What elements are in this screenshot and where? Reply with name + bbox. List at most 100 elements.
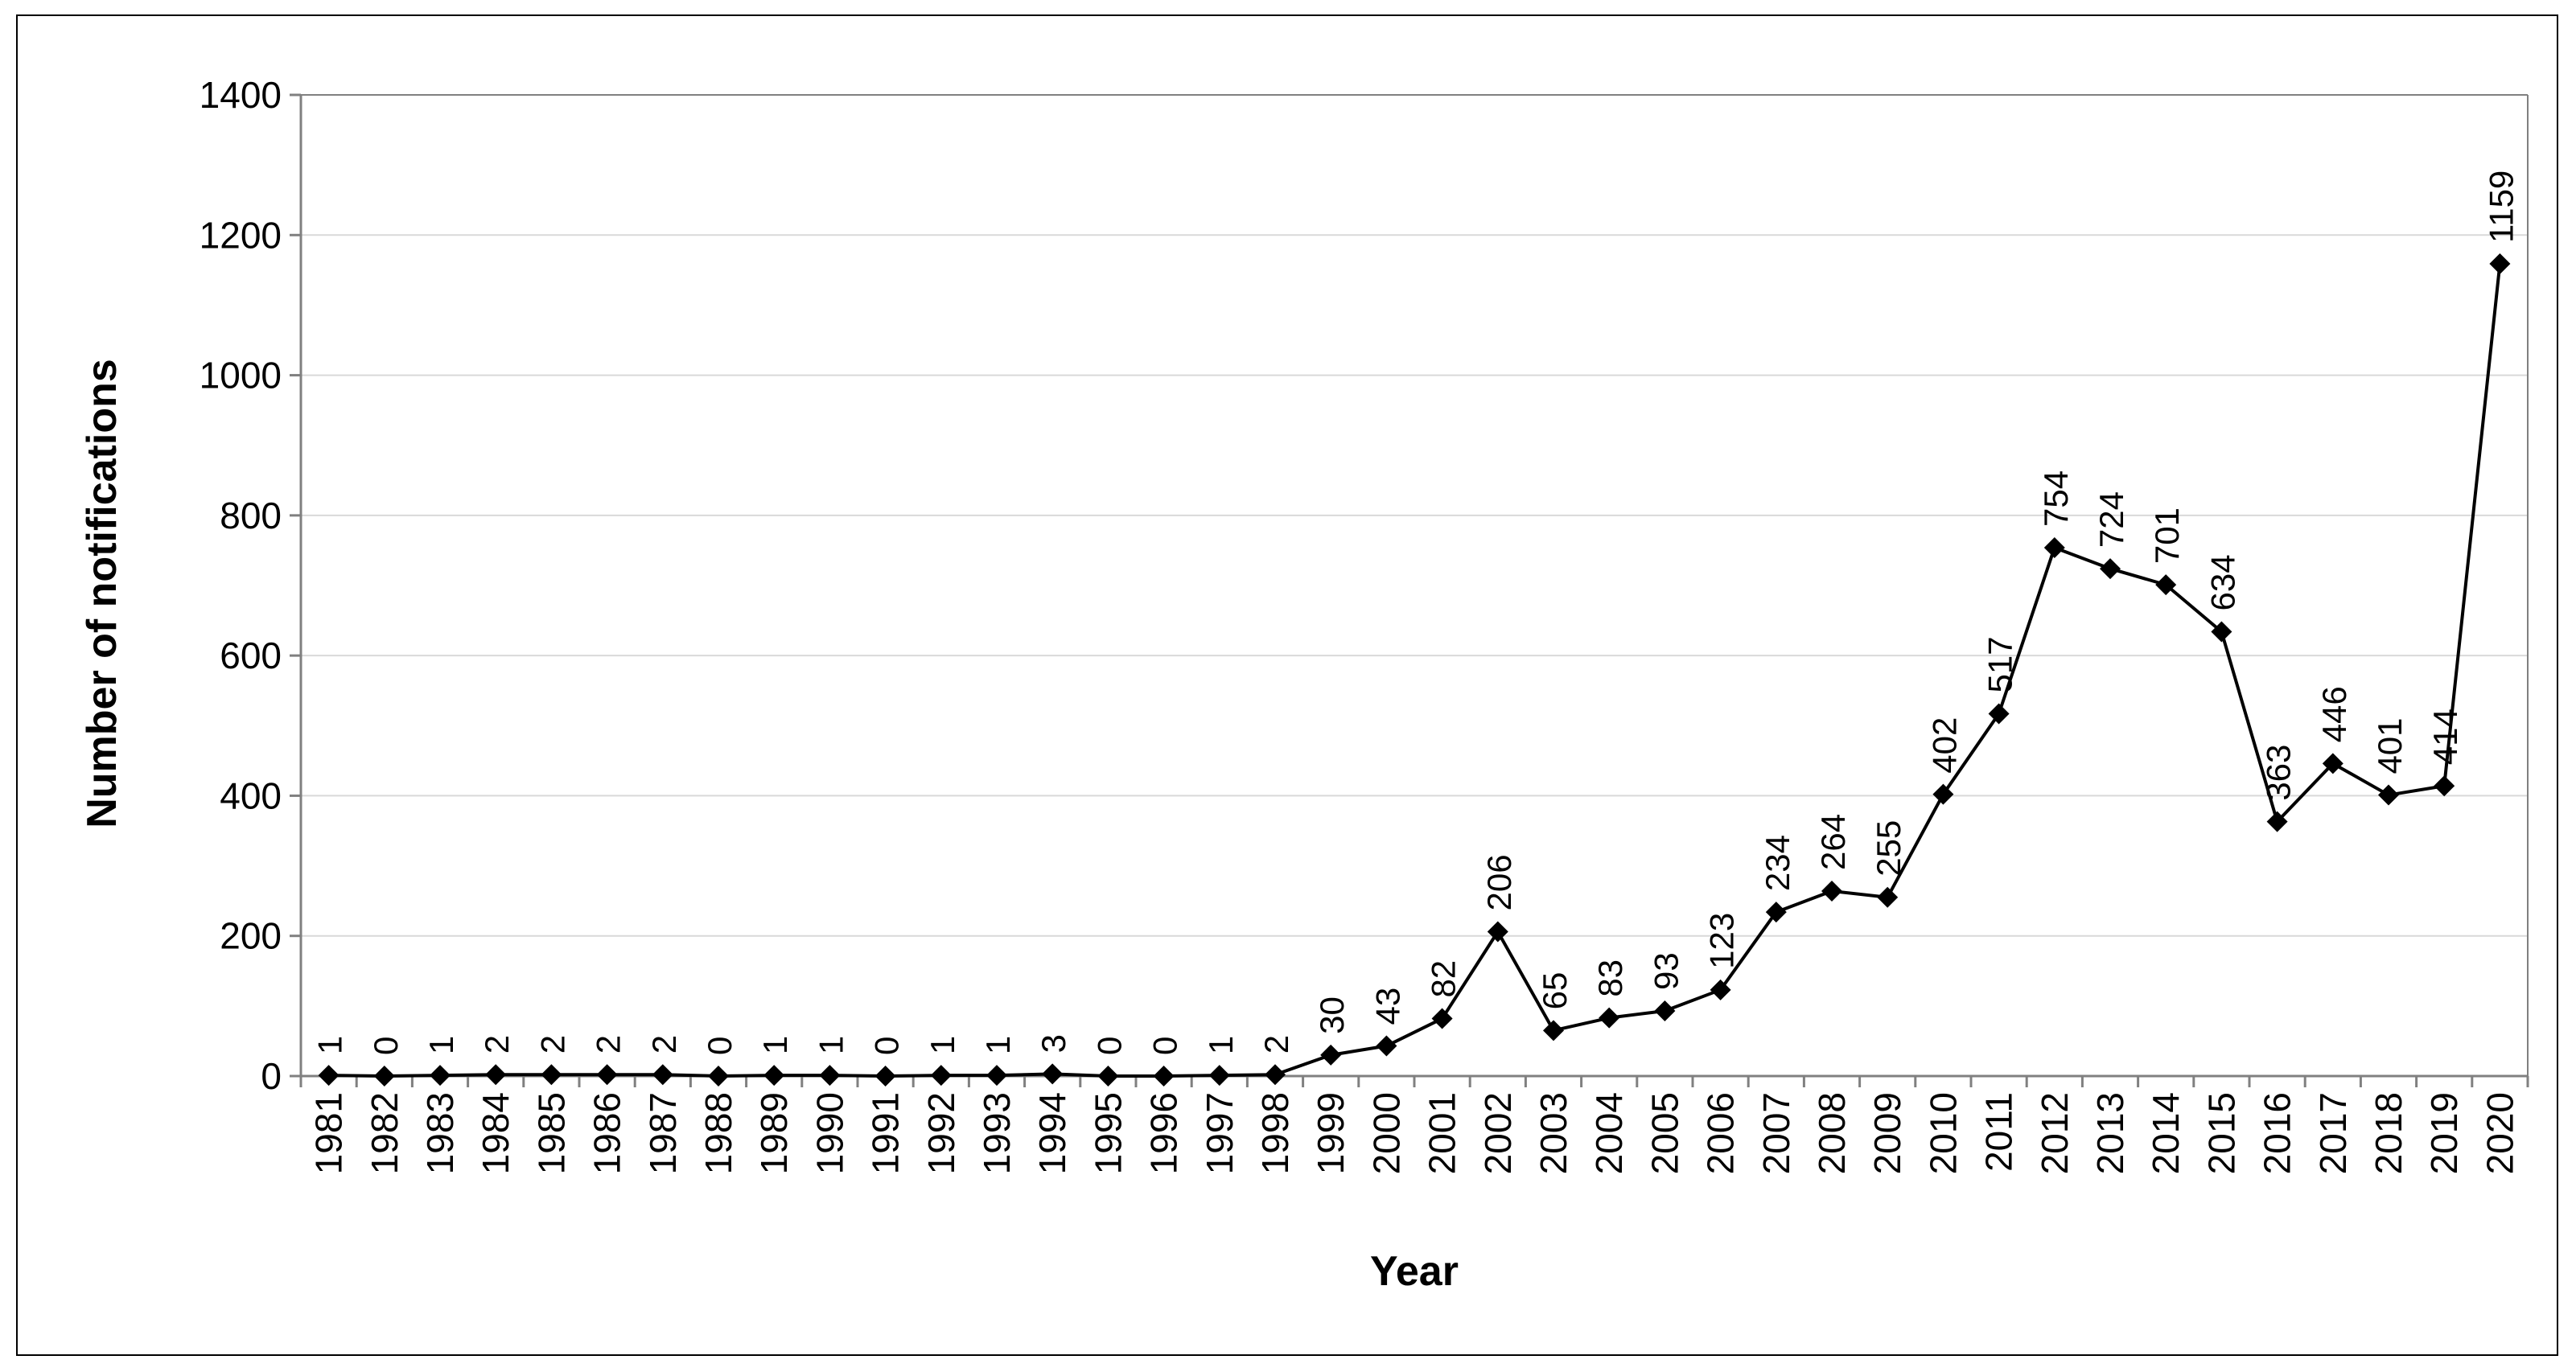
data-label: 0 bbox=[868, 1037, 906, 1055]
x-tick-label: 2014 bbox=[2145, 1092, 2187, 1174]
data-point bbox=[1821, 880, 1842, 902]
data-point bbox=[485, 1064, 507, 1086]
data-label: 2 bbox=[533, 1035, 571, 1054]
x-tick-label: 1990 bbox=[809, 1092, 850, 1174]
data-markers bbox=[318, 253, 2511, 1087]
data-label: 2 bbox=[590, 1035, 628, 1054]
data-label: 0 bbox=[1146, 1037, 1184, 1055]
data-point bbox=[2043, 536, 2065, 558]
x-tick-label: 1995 bbox=[1087, 1092, 1129, 1174]
data-point bbox=[2489, 253, 2511, 275]
data-point bbox=[2155, 574, 2177, 596]
data-label: 1 bbox=[756, 1036, 794, 1054]
data-label: 3 bbox=[1035, 1034, 1072, 1053]
data-label: 0 bbox=[1090, 1037, 1128, 1055]
data-point bbox=[763, 1065, 785, 1087]
data-point bbox=[1320, 1044, 1342, 1066]
x-tick-label: 1994 bbox=[1031, 1092, 1073, 1174]
x-tick-label: 2011 bbox=[1978, 1092, 2020, 1172]
x-tick-label: 1996 bbox=[1143, 1092, 1185, 1174]
series-line bbox=[328, 263, 2502, 1078]
data-point bbox=[1153, 1066, 1175, 1087]
data-label: 2 bbox=[478, 1035, 516, 1054]
x-tick-label: 2007 bbox=[1755, 1092, 1797, 1174]
data-point bbox=[541, 1064, 562, 1086]
data-point bbox=[874, 1066, 896, 1087]
data-label: 414 bbox=[2426, 709, 2464, 765]
data-label: 2 bbox=[1257, 1035, 1295, 1054]
x-tick-label: 2013 bbox=[2089, 1092, 2131, 1174]
data-point bbox=[2378, 784, 2399, 806]
data-label: 93 bbox=[1647, 952, 1685, 990]
data-label: 1 bbox=[311, 1036, 349, 1054]
x-tick-label: 2009 bbox=[1866, 1092, 1908, 1174]
data-label: 0 bbox=[701, 1037, 739, 1055]
data-label: 401 bbox=[2371, 717, 2409, 774]
data-point bbox=[2211, 621, 2232, 643]
data-label: 402 bbox=[1925, 717, 1963, 774]
data-label: 83 bbox=[1591, 959, 1629, 997]
data-label: 264 bbox=[1814, 814, 1852, 870]
y-tick-label: 0 bbox=[261, 1055, 282, 1097]
data-label: 1 bbox=[812, 1036, 850, 1054]
data-label: 1 bbox=[924, 1036, 961, 1054]
data-label: 206 bbox=[1480, 854, 1518, 910]
y-tick-label: 400 bbox=[220, 774, 282, 816]
data-label: 724 bbox=[2092, 491, 2130, 548]
x-tick-label: 1999 bbox=[1310, 1092, 1352, 1174]
y-tick-label: 1000 bbox=[200, 355, 282, 396]
data-label: 234 bbox=[1759, 835, 1796, 891]
data-label: 123 bbox=[1703, 913, 1741, 969]
data-point bbox=[1599, 1007, 1620, 1029]
x-tick-label: 2002 bbox=[1477, 1092, 1519, 1174]
x-tick-label: 1993 bbox=[976, 1092, 1018, 1174]
x-tick-label: 2012 bbox=[2034, 1092, 2076, 1174]
x-tick-label: 1992 bbox=[920, 1092, 962, 1174]
x-tick-label: 2019 bbox=[2423, 1092, 2465, 1174]
y-tick-labels: 0 200 400 600 800 1000 1200 1400 bbox=[200, 74, 282, 1097]
x-tick-label: 2018 bbox=[2368, 1092, 2409, 1174]
data-label: 701 bbox=[2148, 507, 2186, 564]
x-tick-label: 1986 bbox=[586, 1092, 628, 1174]
x-tick-label: 2006 bbox=[1700, 1092, 1742, 1174]
x-tick-label: 1989 bbox=[753, 1092, 795, 1174]
data-point bbox=[1654, 1000, 1676, 1021]
data-label: 1159 bbox=[2482, 170, 2520, 243]
data-point bbox=[819, 1065, 841, 1087]
series-polyline bbox=[328, 263, 2502, 1078]
data-point bbox=[652, 1064, 673, 1086]
data-label: 255 bbox=[1870, 820, 1907, 877]
data-point bbox=[1487, 921, 1508, 943]
y-tick-label: 200 bbox=[220, 915, 282, 957]
x-tick-label: 1997 bbox=[1199, 1092, 1241, 1174]
data-label: 363 bbox=[2260, 745, 2298, 801]
y-tick-label: 800 bbox=[220, 495, 282, 536]
data-label: 0 bbox=[367, 1037, 405, 1055]
y-axis-title: Number of notifications bbox=[79, 359, 126, 828]
x-tick-label: 2008 bbox=[1811, 1092, 1853, 1174]
data-point bbox=[1431, 1008, 1453, 1029]
data-point bbox=[430, 1065, 451, 1087]
data-point bbox=[1543, 1020, 1564, 1041]
data-point bbox=[1765, 902, 1787, 923]
data-label: 517 bbox=[1981, 636, 2019, 692]
x-tick-label: 2003 bbox=[1533, 1092, 1574, 1174]
x-tick-label: 1983 bbox=[419, 1092, 461, 1174]
axes bbox=[290, 93, 2529, 1087]
x-tick-label: 2015 bbox=[2200, 1092, 2242, 1174]
data-point bbox=[1988, 703, 2010, 725]
gridlines bbox=[301, 94, 2528, 937]
data-label: 1 bbox=[422, 1036, 460, 1054]
x-tick-label: 1982 bbox=[364, 1092, 405, 1174]
data-label: 2 bbox=[645, 1035, 683, 1054]
data-label: 65 bbox=[1536, 972, 1574, 1010]
data-point bbox=[2434, 775, 2455, 797]
y-tick-label: 1400 bbox=[200, 74, 282, 116]
x-tick-label: 2001 bbox=[1422, 1092, 1463, 1174]
data-point bbox=[1265, 1064, 1286, 1086]
y-tick-label: 1200 bbox=[200, 214, 282, 256]
data-point bbox=[1877, 886, 1899, 908]
data-label: 43 bbox=[1368, 988, 1406, 1025]
x-tick-label: 1984 bbox=[475, 1092, 516, 1174]
